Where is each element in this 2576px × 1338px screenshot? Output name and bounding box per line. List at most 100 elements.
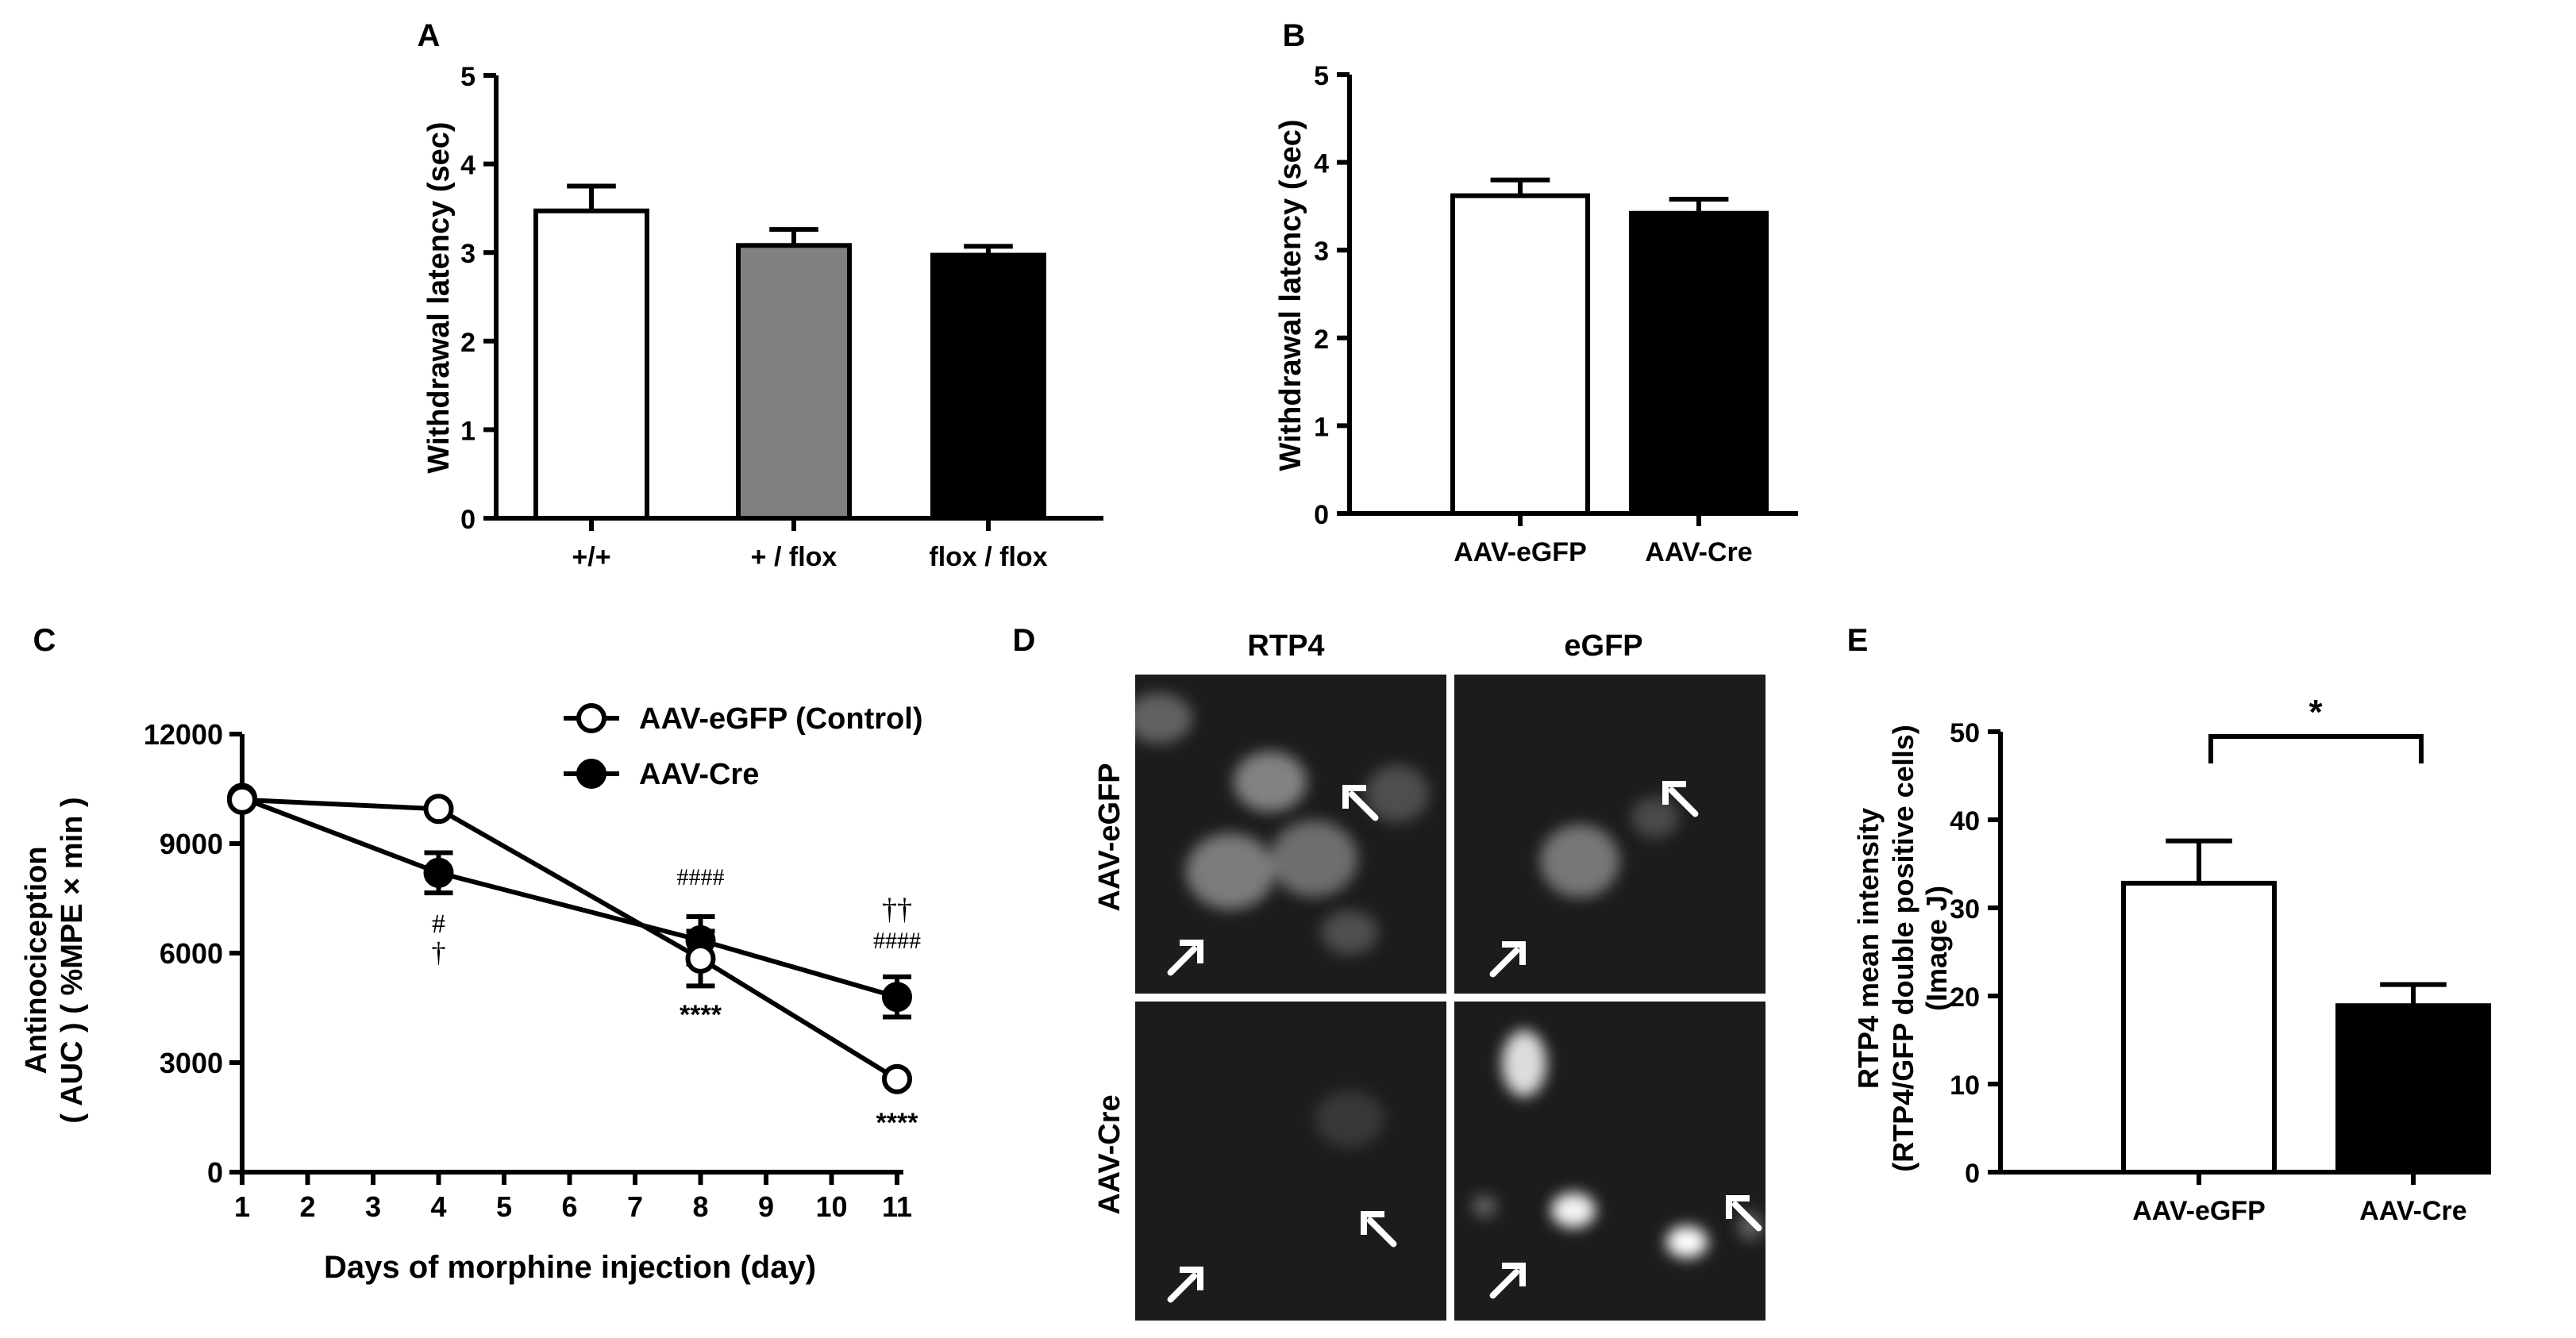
chart-c: Antinociception ( AUC ) ( %MPE × min ) D… xyxy=(20,702,922,1285)
annotation-day4-hash: # xyxy=(432,909,445,939)
data-point-series-0 xyxy=(882,1063,912,1094)
x-tick-label: 7 xyxy=(627,1190,643,1223)
bar xyxy=(736,243,852,521)
arrow-head xyxy=(1502,941,1526,965)
category-label: AAV-eGFP xyxy=(2132,1196,2266,1226)
cell-body xyxy=(1472,1195,1497,1217)
legend-label-0: AAV-eGFP (Control) xyxy=(639,702,922,736)
cell-body xyxy=(1315,1090,1384,1148)
y-tick-label: 10 xyxy=(1950,1071,1980,1101)
panel-label-c: C xyxy=(33,623,56,658)
bar xyxy=(930,252,1046,521)
x-tick-label: 4 xyxy=(430,1190,446,1223)
micrograph-col-label-egfp: eGFP xyxy=(1564,629,1642,663)
arrow-head xyxy=(1662,781,1686,805)
x-tick-label: 3 xyxy=(365,1190,381,1223)
arrow-pointer xyxy=(1726,1195,1762,1232)
bar xyxy=(2335,1003,2491,1175)
cell-body xyxy=(1321,910,1378,955)
y-tick-label: 0 xyxy=(207,1156,223,1189)
x-tick-label: 10 xyxy=(815,1190,847,1223)
panel-label-d: D xyxy=(1013,623,1036,658)
x-tick-label: 6 xyxy=(561,1190,577,1223)
micrograph-row-label-aav-egfp: AAV-eGFP xyxy=(1093,763,1126,911)
micrograph-background xyxy=(1454,1002,1765,1321)
micrograph-tile-0 xyxy=(1126,675,1446,994)
cell-body xyxy=(1365,765,1429,822)
chart-c-xlabel: Days of morphine injection (day) xyxy=(324,1250,816,1285)
cell-body xyxy=(1738,1212,1763,1240)
y-tick-label: 30 xyxy=(1950,894,1980,925)
y-tick-label: 40 xyxy=(1950,806,1980,836)
cell-body xyxy=(1186,833,1275,909)
arrow-head xyxy=(1361,1211,1384,1235)
x-tick-label: 11 xyxy=(882,1190,912,1223)
chart-e: RTP4 mean intensity (RTP4/GFP double pos… xyxy=(1852,693,2491,1226)
bar xyxy=(533,208,649,521)
arrow-pointer xyxy=(1662,781,1699,817)
arrow-pointer xyxy=(1489,1263,1526,1299)
chart-a: Withdrawal latency (sec) 0 1 2 3 4 5 +/+ + / fl… xyxy=(422,62,1103,572)
y-tick-label: 0 xyxy=(1965,1159,1980,1189)
micrograph-tile-2 xyxy=(1135,1002,1446,1321)
y-tick-label: 5 xyxy=(1314,61,1329,91)
chart-b: Withdrawal latency (sec) 0 1 2 3 4 5 AAV-eGFP A… xyxy=(1274,61,1798,567)
significance-bracket xyxy=(2208,734,2424,763)
chart-b-ylabel: Withdrawal latency (sec) xyxy=(1274,119,1307,471)
cell-body xyxy=(1234,752,1307,812)
arrow-pointer xyxy=(1489,941,1526,978)
data-point-series-1 xyxy=(423,857,454,888)
cell-body xyxy=(1551,1193,1596,1228)
category-label: +/+ xyxy=(572,542,610,572)
data-point-series-0 xyxy=(685,943,716,974)
cell-body xyxy=(1502,1030,1546,1097)
x-tick-label: 2 xyxy=(299,1190,315,1223)
chart-c-ylabel-line1: Antinociception xyxy=(20,846,53,1074)
arrow-pointer xyxy=(1361,1211,1397,1248)
x-tick-label: 1 xyxy=(234,1190,250,1223)
micrograph-background xyxy=(1454,675,1765,994)
arrow-head xyxy=(1180,1267,1203,1290)
y-tick-label: 3 xyxy=(1314,236,1329,267)
micrograph-tile-1 xyxy=(1454,675,1765,994)
y-tick-label: 4 xyxy=(1314,149,1329,179)
y-tick-label: 20 xyxy=(1950,982,1980,1013)
bar xyxy=(1629,210,1769,516)
cell-body xyxy=(1666,1226,1708,1258)
y-tick-label: 9000 xyxy=(160,828,223,860)
legend-marker-0 xyxy=(576,703,606,733)
y-tick-label: 2 xyxy=(1314,325,1329,355)
bar xyxy=(1450,193,1590,517)
annotation-day11-stars: **** xyxy=(876,1108,919,1138)
arrow-pointer xyxy=(1342,785,1379,821)
arrow-head xyxy=(1342,785,1366,809)
cell-body xyxy=(1270,821,1357,897)
y-tick-label: 50 xyxy=(1950,718,1980,748)
y-tick-label: 5 xyxy=(460,62,476,92)
arrow-shaft xyxy=(1167,1273,1197,1303)
arrow-shaft xyxy=(1732,1202,1762,1232)
legend-marker-1 xyxy=(576,759,606,789)
arrow-shaft xyxy=(1167,946,1197,976)
arrow-pointer xyxy=(1167,1267,1203,1303)
arrow-head xyxy=(1180,940,1203,963)
category-label: + / flox xyxy=(751,542,837,572)
annotation-day11-daggers: †† xyxy=(882,893,912,926)
micrograph-panel: RTP4 eGFP AAV-eGFP AAV-Cre xyxy=(1093,629,1765,1321)
chart-e-ylabel-line3: (Image J) xyxy=(1920,886,1953,1011)
panel-label-e: E xyxy=(1847,623,1869,658)
category-label: flox / flox xyxy=(929,542,1047,572)
arrow-shaft xyxy=(1349,791,1379,821)
micrograph-row-label-aav-cre: AAV-Cre xyxy=(1093,1094,1126,1214)
annotation-day11-hash: #### xyxy=(873,928,921,954)
panel-label-a: A xyxy=(418,18,441,53)
chart-a-ylabel: Withdrawal latency (sec) xyxy=(422,121,456,473)
y-tick-label: 0 xyxy=(1314,500,1329,530)
arrow-shaft xyxy=(1669,787,1699,817)
cell-body xyxy=(1540,825,1619,898)
arrow-head xyxy=(1726,1195,1750,1219)
y-tick-label: 1 xyxy=(1314,412,1329,442)
legend-label-1: AAV-Cre xyxy=(639,758,759,791)
x-tick-label: 8 xyxy=(692,1190,708,1223)
